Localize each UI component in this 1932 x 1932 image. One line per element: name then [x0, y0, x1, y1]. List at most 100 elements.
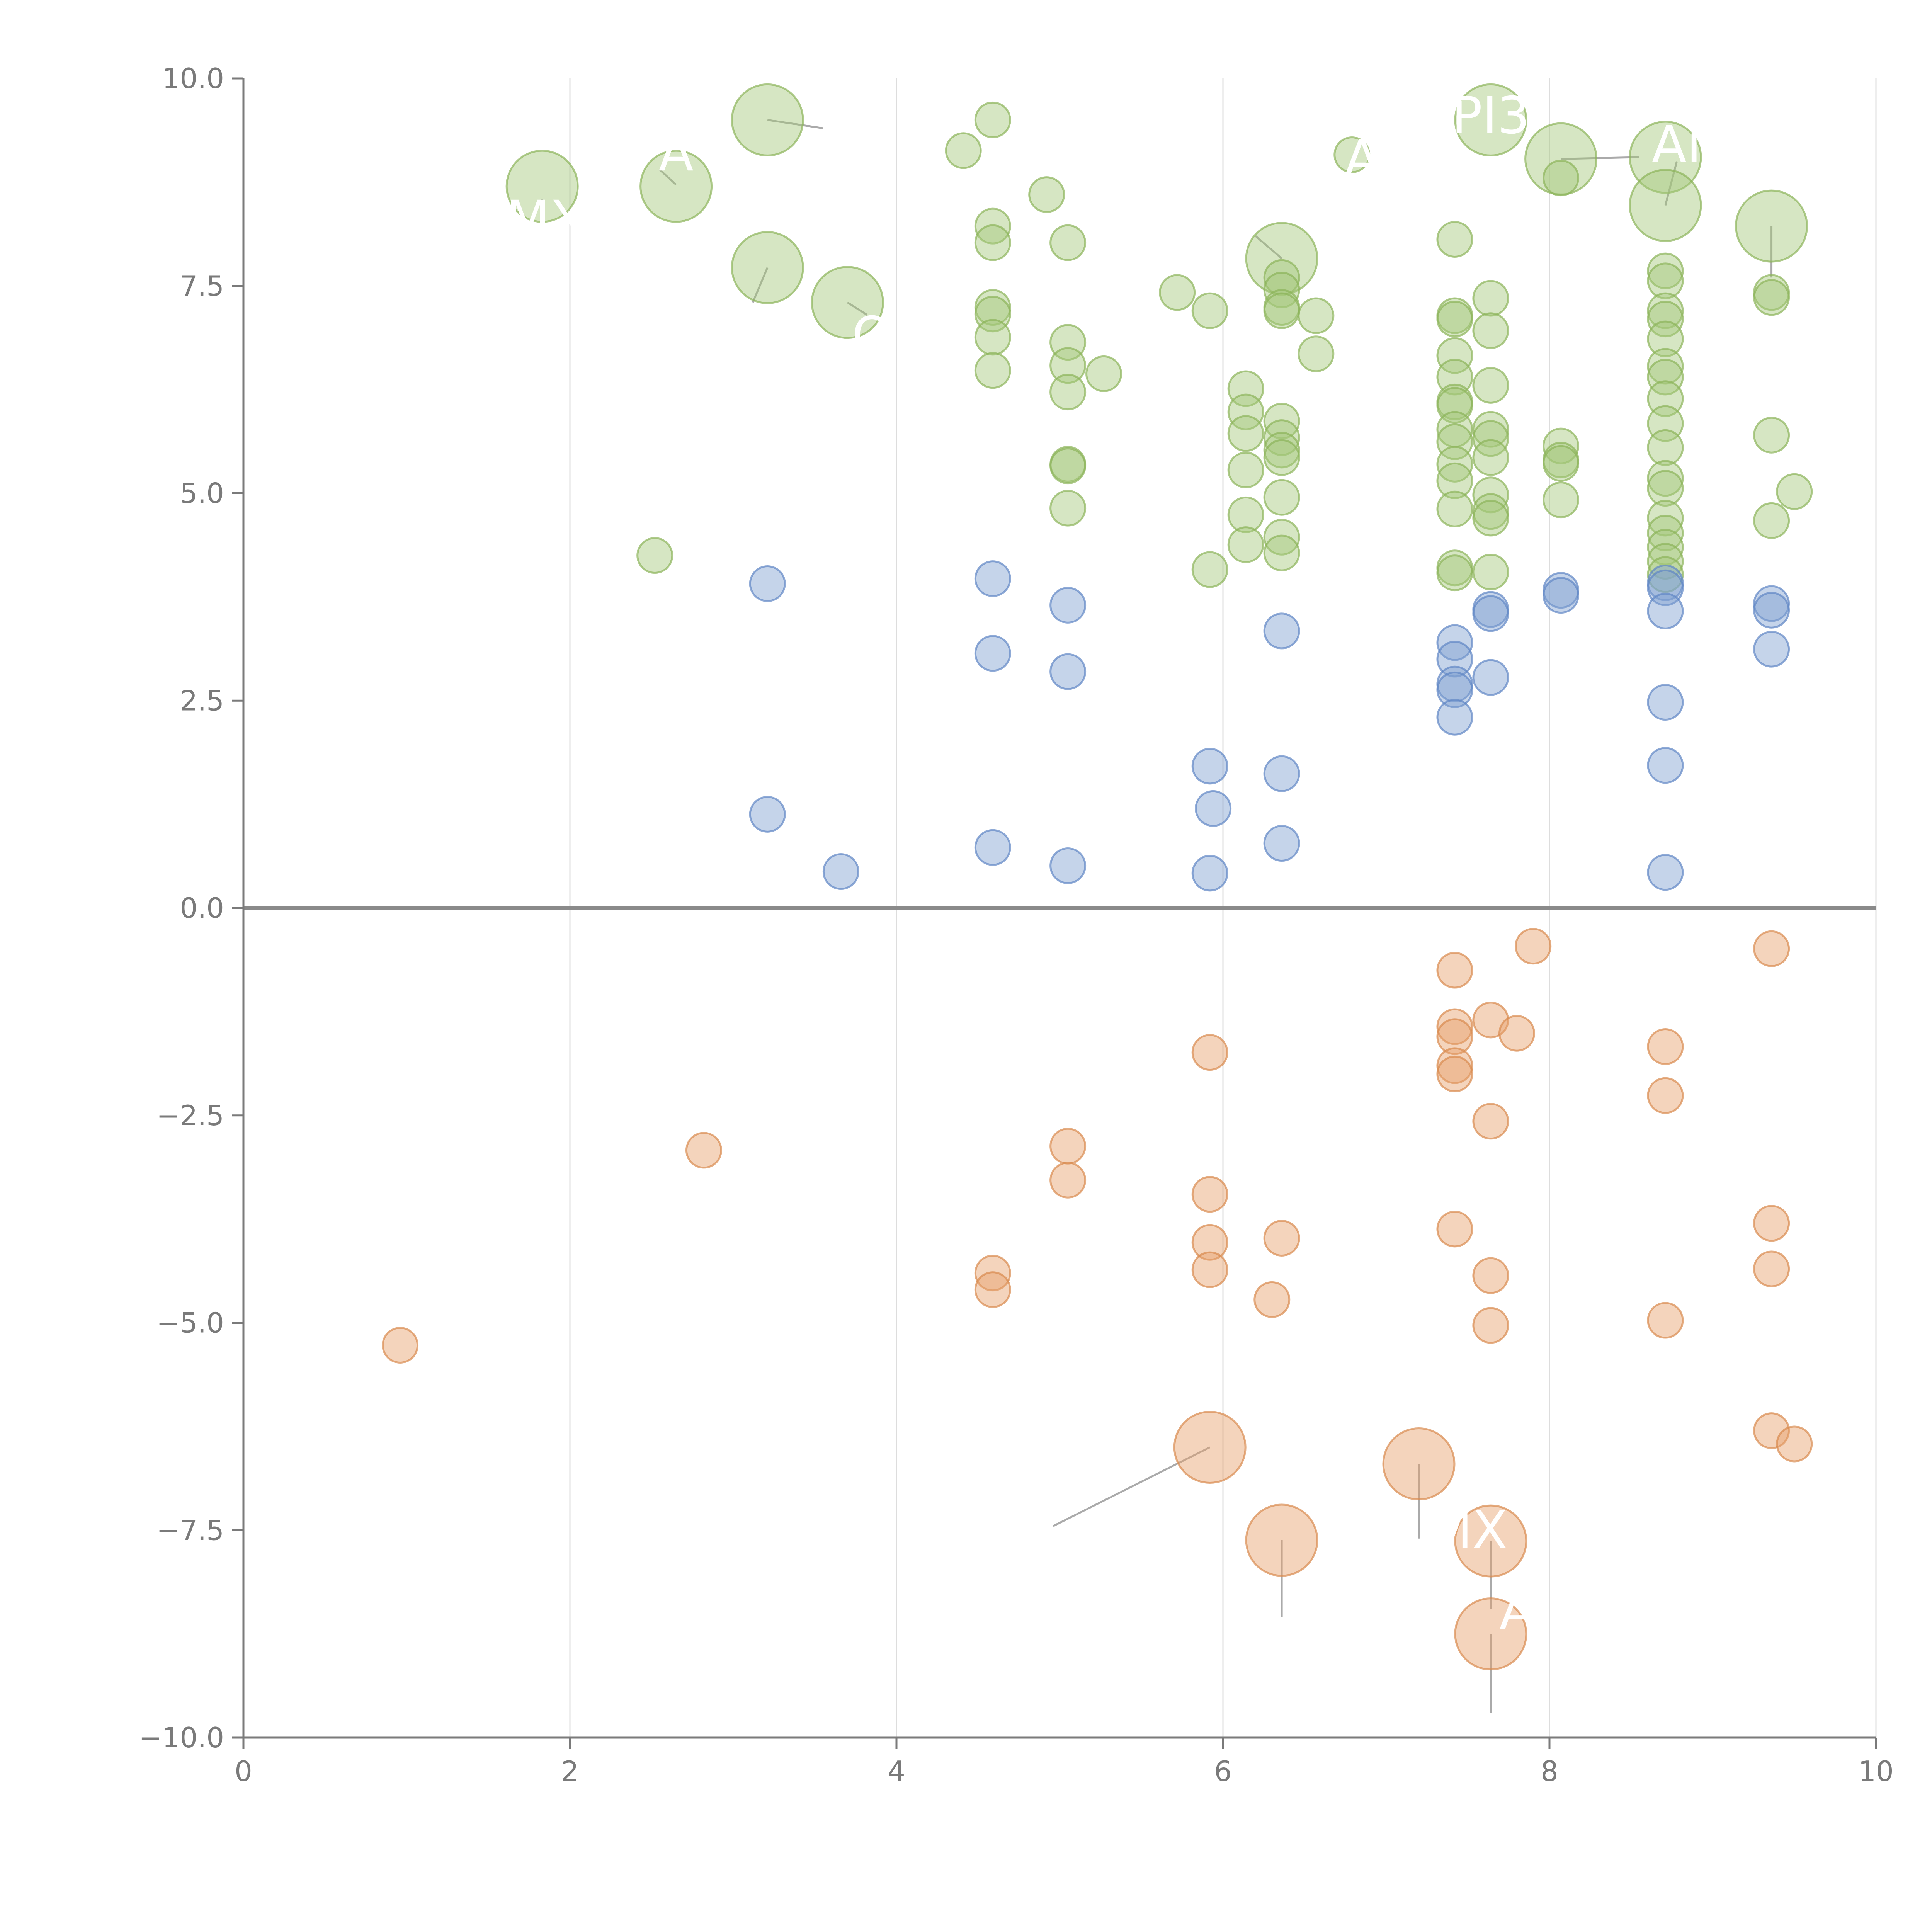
point-annotation-label: MX — [1429, 1500, 1507, 1560]
y-tick-label: 10.0 — [162, 62, 224, 95]
orange-point — [1436, 1211, 1473, 1248]
green-point — [1436, 359, 1473, 396]
green-point — [1629, 168, 1702, 242]
orange-point — [1263, 1220, 1300, 1257]
orange-point — [1753, 930, 1790, 967]
annotation-leader-line — [659, 169, 677, 185]
orange-point — [1647, 1077, 1684, 1114]
blue-point — [749, 565, 786, 602]
orange-point — [1515, 928, 1552, 965]
data-points — [382, 83, 1813, 1671]
green-point — [1543, 160, 1580, 197]
orange-point — [1454, 1504, 1527, 1578]
green-point — [1647, 515, 1684, 552]
green-point — [639, 150, 713, 223]
orange-point — [1436, 952, 1473, 989]
x-tick-label: 0 — [235, 1755, 252, 1787]
orange-point — [1647, 1028, 1684, 1065]
orange-point — [1436, 1018, 1473, 1055]
x-tick-label: 4 — [888, 1755, 905, 1787]
blue-point — [1195, 790, 1232, 827]
green-point — [1647, 262, 1684, 299]
orange-point — [1191, 1251, 1228, 1288]
x-tick-label: 2 — [561, 1755, 579, 1787]
blue-point — [1472, 595, 1509, 632]
blue-point — [974, 829, 1011, 866]
annotation-leader-line — [1664, 161, 1678, 206]
blue-point — [1436, 699, 1473, 736]
orange-point — [1472, 1307, 1509, 1344]
blue-point — [1191, 855, 1228, 892]
green-point — [1049, 447, 1087, 485]
orange-point — [1498, 1015, 1535, 1052]
green-point — [945, 132, 982, 169]
orange-point — [1436, 1008, 1473, 1045]
green-point — [1263, 439, 1300, 476]
y-tick-label: −7.5 — [156, 1514, 224, 1546]
blue-point — [1472, 659, 1509, 696]
green-point — [1436, 462, 1473, 499]
point-annotation-label: PI3 — [1452, 86, 1530, 146]
green-point — [1776, 473, 1813, 510]
green-point — [1049, 374, 1087, 411]
green-point — [1647, 429, 1684, 466]
green-point — [1227, 393, 1264, 430]
blue-point — [1647, 592, 1684, 629]
blue-point — [1049, 847, 1087, 884]
green-point — [1647, 500, 1684, 537]
orange-point — [1191, 1224, 1228, 1261]
blue-point — [1753, 592, 1790, 629]
green-point — [1472, 439, 1509, 476]
green-point — [1298, 335, 1335, 372]
green-point — [1647, 348, 1684, 385]
green-point — [1647, 252, 1684, 289]
green-point — [1472, 420, 1509, 457]
annotation-leader-line — [1053, 1446, 1211, 1527]
green-point — [1647, 320, 1684, 357]
orange-point — [1382, 1427, 1456, 1500]
orange-point — [1753, 1205, 1790, 1242]
blue-point — [1049, 587, 1087, 624]
green-point — [1647, 292, 1684, 329]
blue-point — [1753, 631, 1790, 668]
green-point — [1472, 553, 1509, 590]
blue-point — [1049, 653, 1087, 690]
point-annotation-label: A — [658, 123, 693, 183]
x-tick-label: 10 — [1858, 1755, 1894, 1787]
blue-point — [1263, 755, 1300, 792]
green-point — [974, 319, 1011, 356]
green-point — [1263, 292, 1300, 329]
green-point — [1436, 301, 1473, 338]
blue-point — [1436, 671, 1473, 708]
green-point — [1753, 502, 1790, 539]
green-point — [1263, 534, 1300, 571]
y-tick-label: −2.5 — [156, 1099, 224, 1132]
orange-point — [1776, 1425, 1813, 1463]
annotation-leader-line — [767, 119, 823, 129]
green-point — [1333, 136, 1371, 173]
green-point — [1454, 83, 1527, 156]
green-point — [1436, 490, 1473, 527]
green-point — [1647, 460, 1684, 497]
green-point — [731, 231, 804, 304]
green-point — [1085, 355, 1122, 392]
annotation-leader-line — [847, 301, 868, 316]
green-point — [1227, 526, 1264, 563]
orange-point — [1647, 1302, 1684, 1339]
green-point — [1263, 419, 1300, 456]
green-point — [974, 224, 1011, 261]
green-point — [1647, 543, 1684, 580]
orange-point — [1191, 1034, 1228, 1071]
blue-point — [1436, 641, 1473, 678]
y-tick-label: −10.0 — [139, 1721, 224, 1754]
point-annotation-label: A — [1344, 129, 1379, 189]
green-point — [1436, 337, 1473, 374]
green-point — [1647, 380, 1684, 417]
orange-point — [974, 1271, 1011, 1308]
orange-point — [1049, 1128, 1087, 1165]
blue-point — [1647, 747, 1684, 784]
green-point — [1543, 445, 1580, 482]
annotation-labels: MX A Q A PI3 AN MX A — [506, 86, 1725, 1641]
